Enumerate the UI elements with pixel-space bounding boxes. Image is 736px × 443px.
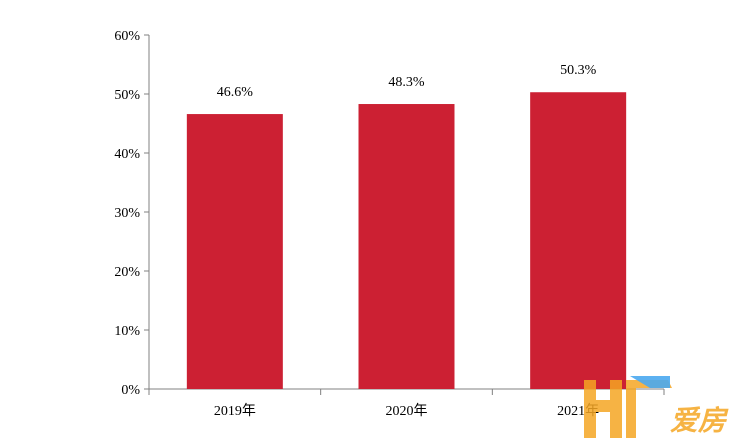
y-tick-label: 30%: [114, 206, 140, 221]
y-tick-label: 0%: [121, 383, 140, 398]
watermark-text: 爱房: [670, 404, 729, 437]
y-tick-label: 20%: [114, 265, 140, 280]
y-tick-label: 40%: [114, 147, 140, 162]
bar-3: [530, 92, 627, 389]
bar-1: [186, 114, 283, 389]
bar-2: [358, 104, 455, 389]
x-tick-label: 2020年: [386, 403, 428, 419]
data-labels: 46.6% 48.3% 50.3%: [217, 63, 597, 100]
watermark-logo: 爱房: [584, 376, 729, 438]
x-tick-label: 2019年: [214, 403, 256, 419]
data-label: 46.6%: [217, 85, 254, 100]
y-tick-label: 50%: [114, 88, 140, 103]
y-tick-label: 60%: [114, 29, 140, 44]
y-axis: 0% 10% 20% 30% 40% 50% 60%: [114, 29, 150, 398]
y-tick-label: 10%: [114, 324, 140, 339]
data-label: 48.3%: [388, 75, 425, 90]
bars: [186, 92, 627, 389]
watermark-blue-stripe: [630, 376, 670, 388]
watermark-house-icon: [584, 380, 622, 438]
data-label: 50.3%: [560, 63, 597, 78]
